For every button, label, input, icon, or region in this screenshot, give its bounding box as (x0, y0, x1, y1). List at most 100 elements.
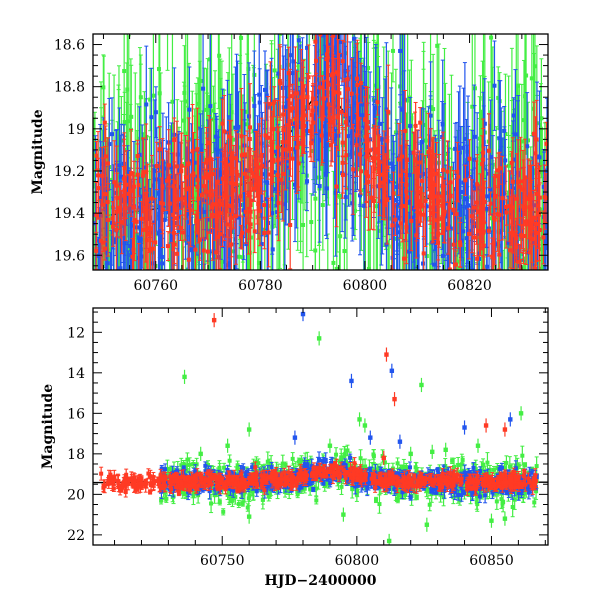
data-point (329, 2, 333, 6)
data-point (201, 87, 205, 91)
data-point (314, 8, 318, 12)
data-point (536, 329, 540, 333)
data-point (403, 129, 407, 133)
data-point (240, 342, 244, 346)
data-point (523, 333, 527, 337)
data-point (467, 303, 471, 307)
data-point (281, 172, 285, 176)
plot-area (91, 0, 550, 512)
data-point (352, 37, 356, 41)
data-point (262, 231, 266, 235)
data-point (99, 281, 103, 285)
data-point (161, 394, 165, 398)
data-point (181, 271, 185, 275)
data-point (288, 223, 292, 227)
data-point (496, 272, 500, 276)
data-point (122, 69, 126, 73)
data-point (462, 146, 466, 150)
data-point (503, 293, 507, 297)
data-point (511, 292, 515, 296)
data-point (492, 348, 496, 352)
data-point (445, 170, 449, 174)
data-point (406, 288, 410, 292)
data-point (318, 184, 322, 188)
data-point (253, 229, 257, 233)
data-point (138, 239, 142, 243)
data-point (486, 382, 490, 386)
data-point (431, 296, 435, 300)
data-point (489, 273, 493, 277)
data-point (328, 21, 332, 25)
data-point (158, 294, 162, 298)
data-point (533, 279, 537, 283)
data-point (512, 393, 516, 397)
data-point (489, 36, 493, 40)
data-point (172, 326, 176, 330)
data-point (96, 321, 100, 325)
data-point (144, 102, 148, 106)
data-point (291, 59, 295, 63)
data-point (392, 342, 396, 346)
data-point (200, 193, 204, 197)
data-point (499, 350, 503, 354)
data-point (144, 382, 148, 386)
data-point (429, 114, 433, 118)
data-point (353, 25, 357, 29)
data-point (470, 214, 474, 218)
data-point (156, 192, 160, 196)
data-point (111, 342, 115, 346)
data-point (485, 300, 489, 304)
data-point (161, 313, 165, 317)
data-point (202, 249, 206, 253)
data-point (101, 85, 105, 89)
data-point (403, 277, 407, 281)
data-point (108, 289, 112, 293)
data-point (342, 249, 346, 253)
data-point (493, 317, 497, 321)
data-point (216, 180, 220, 184)
data-point (345, 27, 349, 31)
data-point (157, 67, 161, 71)
data-point (121, 347, 125, 351)
data-point (124, 283, 128, 287)
data-point (160, 261, 164, 265)
data-point (193, 248, 197, 252)
data-point (208, 104, 212, 108)
data-point (110, 132, 114, 136)
data-point (493, 297, 497, 301)
data-point (500, 196, 504, 200)
data-point (121, 351, 125, 355)
data-point (151, 94, 155, 98)
data-point (94, 318, 98, 322)
data-point (492, 84, 496, 88)
data-point (216, 6, 220, 10)
data-point (418, 121, 422, 125)
data-point (473, 86, 477, 90)
data-point (412, 288, 416, 292)
data-point (398, 49, 402, 53)
data-point (127, 315, 131, 319)
data-point (259, 159, 263, 163)
data-point (117, 163, 121, 167)
data-point (521, 337, 525, 341)
data-point (378, 122, 382, 126)
data-point (391, 49, 395, 53)
data-point (514, 245, 518, 249)
data-point (526, 281, 530, 285)
data-point (326, 274, 330, 278)
data-point (466, 203, 470, 207)
data-point (501, 294, 505, 298)
data-point (129, 115, 133, 119)
data-point (187, 258, 191, 262)
data-point (184, 313, 188, 317)
data-point (116, 334, 120, 338)
data-point (461, 229, 465, 233)
data-point (154, 110, 158, 114)
data-point (237, 255, 241, 259)
data-point (331, 261, 335, 265)
data-point (463, 340, 467, 344)
data-point (241, 296, 245, 300)
data-point (309, 220, 313, 224)
data-point (114, 347, 118, 351)
